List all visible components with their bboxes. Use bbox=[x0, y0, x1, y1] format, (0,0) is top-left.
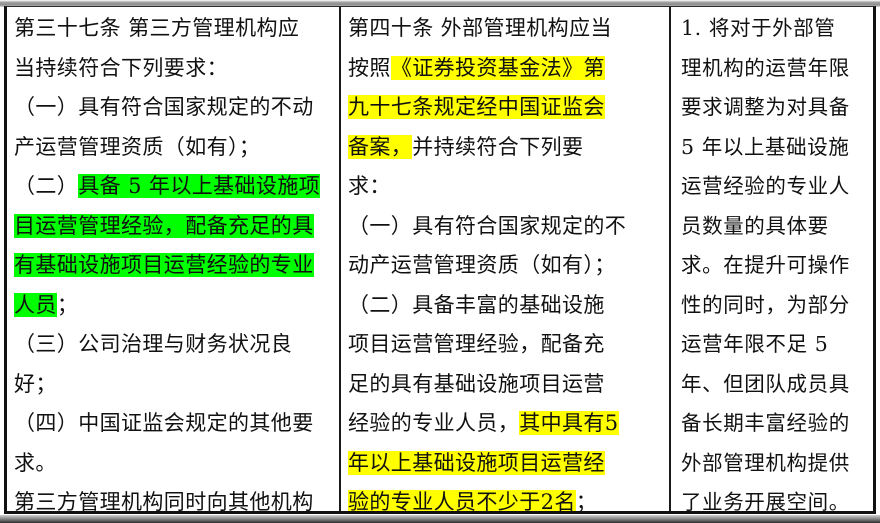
text-run: 了业务开展空间。 bbox=[681, 490, 850, 511]
highlighted-text-run-green: 有基础设施项目运营经验的专业 bbox=[14, 253, 314, 277]
highlighted-text-run-yellow: 验的专业人员不少于2名 bbox=[348, 490, 576, 511]
text-run: 5 年以上基础设施 bbox=[681, 134, 850, 159]
text-line: 人员； bbox=[7, 286, 339, 326]
text-line: 经验的专业人员，其中具有5 bbox=[341, 404, 669, 444]
text-run: 理机构的运营年限 bbox=[681, 55, 850, 80]
text-run: 求。 bbox=[14, 450, 57, 475]
text-line: 求： bbox=[341, 167, 669, 207]
text-run: （一）具有符合国家规定的不 bbox=[348, 213, 627, 238]
highlighted-text-run-yellow: 其中具有5 bbox=[519, 411, 619, 435]
text-run: 按照 bbox=[348, 55, 391, 80]
text-line: 项目运营管理经验，配备充 bbox=[341, 325, 669, 365]
scan-edge-top bbox=[0, 0, 880, 7]
highlighted-text-run-green: 目运营管理经验，配备充足的具 bbox=[14, 213, 314, 238]
text-run: 运营经验的专业人 bbox=[681, 174, 850, 198]
column-2-lines: 第四十条 外部管理机构应当 按照《证券投资基金法》第 九十七条规定经中国证监会 备案，… bbox=[341, 7, 669, 511]
highlighted-text-run-yellow: 年以上基础设施项目运营经 bbox=[348, 450, 605, 475]
text-line: 要求调整为对具备 bbox=[671, 88, 873, 128]
text-run: 备长期丰富经验的 bbox=[681, 411, 850, 435]
text-line: 目运营管理经验，配备充足的具 bbox=[7, 207, 339, 247]
text-line: 按照《证券投资基金法》第 bbox=[341, 49, 669, 89]
text-line: 运营年限不足 5 bbox=[671, 325, 873, 365]
text-run: 性的同时，为部分 bbox=[681, 292, 850, 317]
text-line: （一）具有符合国家规定的不 bbox=[341, 207, 669, 247]
text-line: 备案，并持续符合下列要 bbox=[341, 128, 669, 168]
text-line: 第三方管理机构同时向其他机构 bbox=[7, 483, 339, 511]
text-run: ； bbox=[56, 292, 79, 317]
column-3-lines: 1. 将对于外部管 理机构的运营年限 要求调整为对具备 5 年以上基础设施 运营经验的专… bbox=[671, 7, 873, 511]
text-line: 外部管理机构提供 bbox=[671, 444, 873, 484]
text-run: 项目运营管理经验，配备充 bbox=[348, 332, 605, 356]
text-run: 1. 将对于外部管 bbox=[681, 16, 836, 40]
highlighted-text-run-green: 人员 bbox=[14, 292, 57, 317]
text-run: 经验的专业人员， bbox=[348, 411, 520, 435]
text-line: 5 年以上基础设施 bbox=[671, 128, 873, 168]
text-line: 理机构的运营年限 bbox=[671, 49, 873, 89]
text-run: 动产运营管理资质（如有）； bbox=[348, 253, 616, 277]
text-line: 产运营管理资质（如有）； bbox=[7, 128, 339, 168]
text-line: 1. 将对于外部管 bbox=[671, 9, 873, 49]
text-run: 第三十七条 第三方管理机构应 bbox=[14, 16, 300, 40]
text-run: ； bbox=[575, 490, 598, 511]
text-line: 九十七条规定经中国证监会 bbox=[341, 88, 669, 128]
text-line: （三）公司治理与财务状况良 bbox=[7, 325, 339, 365]
text-line: 足的具有基础设施项目运营 bbox=[341, 365, 669, 405]
text-run: 第三方管理机构同时向其他机构 bbox=[14, 490, 314, 511]
text-run: 运营年限不足 5 bbox=[681, 332, 829, 356]
text-run: 求： bbox=[348, 174, 391, 198]
highlighted-text-run-yellow: 《证券投资基金法》第 bbox=[390, 55, 605, 80]
text-run: 产运营管理资质（如有）； bbox=[14, 134, 261, 159]
text-line: （四）中国证监会规定的其他要 bbox=[7, 404, 339, 444]
column-1-lines: 第三十七条 第三方管理机构应 当持续符合下列要求： （一）具有符合国家规定的不动 产运… bbox=[7, 7, 339, 511]
text-run: 员数量的具体要 bbox=[681, 213, 829, 238]
highlighted-text-run-yellow: 九十七条规定经中国证监会 bbox=[348, 95, 605, 119]
text-line: 第四十条 外部管理机构应当 bbox=[341, 9, 669, 49]
table-column-old-provision: 第三十七条 第三方管理机构应 当持续符合下列要求： （一）具有符合国家规定的不动 产运… bbox=[7, 7, 341, 511]
text-line: 验的专业人员不少于2名； bbox=[341, 483, 669, 511]
text-run: （二）具备丰富的基础设施 bbox=[348, 292, 605, 317]
text-run: 第四十条 外部管理机构应当 bbox=[348, 16, 612, 40]
text-line: 第三十七条 第三方管理机构应 bbox=[7, 9, 339, 49]
text-line: 有基础设施项目运营经验的专业 bbox=[7, 246, 339, 286]
text-line: 年以上基础设施项目运营经 bbox=[341, 444, 669, 484]
text-line: 备长期丰富经验的 bbox=[671, 404, 873, 444]
text-run: （四）中国证监会规定的其他要 bbox=[14, 411, 314, 435]
text-line: 运营经验的专业人 bbox=[671, 167, 873, 207]
text-line: （二）具备 5 年以上基础设施项 bbox=[7, 167, 339, 207]
text-line: 好； bbox=[7, 365, 339, 405]
text-line: 年、但团队成员具 bbox=[671, 365, 873, 405]
text-run: 外部管理机构提供 bbox=[681, 450, 850, 475]
text-run: 好； bbox=[14, 371, 57, 396]
text-run: 并持续符合下列要 bbox=[412, 134, 584, 159]
text-run: 年、但团队成员具 bbox=[681, 371, 850, 396]
text-run: 足的具有基础设施项目运营 bbox=[348, 371, 605, 396]
text-run: （二） bbox=[14, 174, 79, 198]
text-line: 求。 bbox=[7, 444, 339, 484]
highlighted-text-run-yellow: 备案， bbox=[348, 134, 413, 159]
document-body: 第三十七条 第三方管理机构应 当持续符合下列要求： （一）具有符合国家规定的不动 产运… bbox=[0, 6, 880, 516]
text-run: 要求调整为对具备 bbox=[681, 95, 850, 119]
text-run: 当持续符合下列要求： bbox=[14, 55, 228, 80]
text-run: 求。在提升可操作 bbox=[681, 253, 850, 277]
comparison-table: 第三十七条 第三方管理机构应 当持续符合下列要求： （一）具有符合国家规定的不动 产运… bbox=[4, 6, 876, 514]
highlighted-text-run-green: 具备 5 年以上基础设施项 bbox=[78, 174, 321, 198]
text-line: （二）具备丰富的基础设施 bbox=[341, 286, 669, 326]
text-line: （一）具有符合国家规定的不动 bbox=[7, 88, 339, 128]
table-column-new-provision: 第四十条 外部管理机构应当 按照《证券投资基金法》第 九十七条规定经中国证监会 备案，… bbox=[341, 7, 671, 511]
text-line: 求。在提升可操作 bbox=[671, 246, 873, 286]
text-line: 性的同时，为部分 bbox=[671, 286, 873, 326]
text-line: 了业务开展空间。 bbox=[671, 483, 873, 511]
table-column-explanation: 1. 将对于外部管 理机构的运营年限 要求调整为对具备 5 年以上基础设施 运营经验的专… bbox=[671, 7, 873, 511]
text-line: 员数量的具体要 bbox=[671, 207, 873, 247]
text-line: 动产运营管理资质（如有）； bbox=[341, 246, 669, 286]
text-run: （三）公司治理与财务状况良 bbox=[14, 332, 293, 356]
scan-edge-bottom bbox=[0, 515, 880, 523]
text-run: （一）具有符合国家规定的不动 bbox=[14, 95, 314, 119]
text-line: 当持续符合下列要求： bbox=[7, 49, 339, 89]
